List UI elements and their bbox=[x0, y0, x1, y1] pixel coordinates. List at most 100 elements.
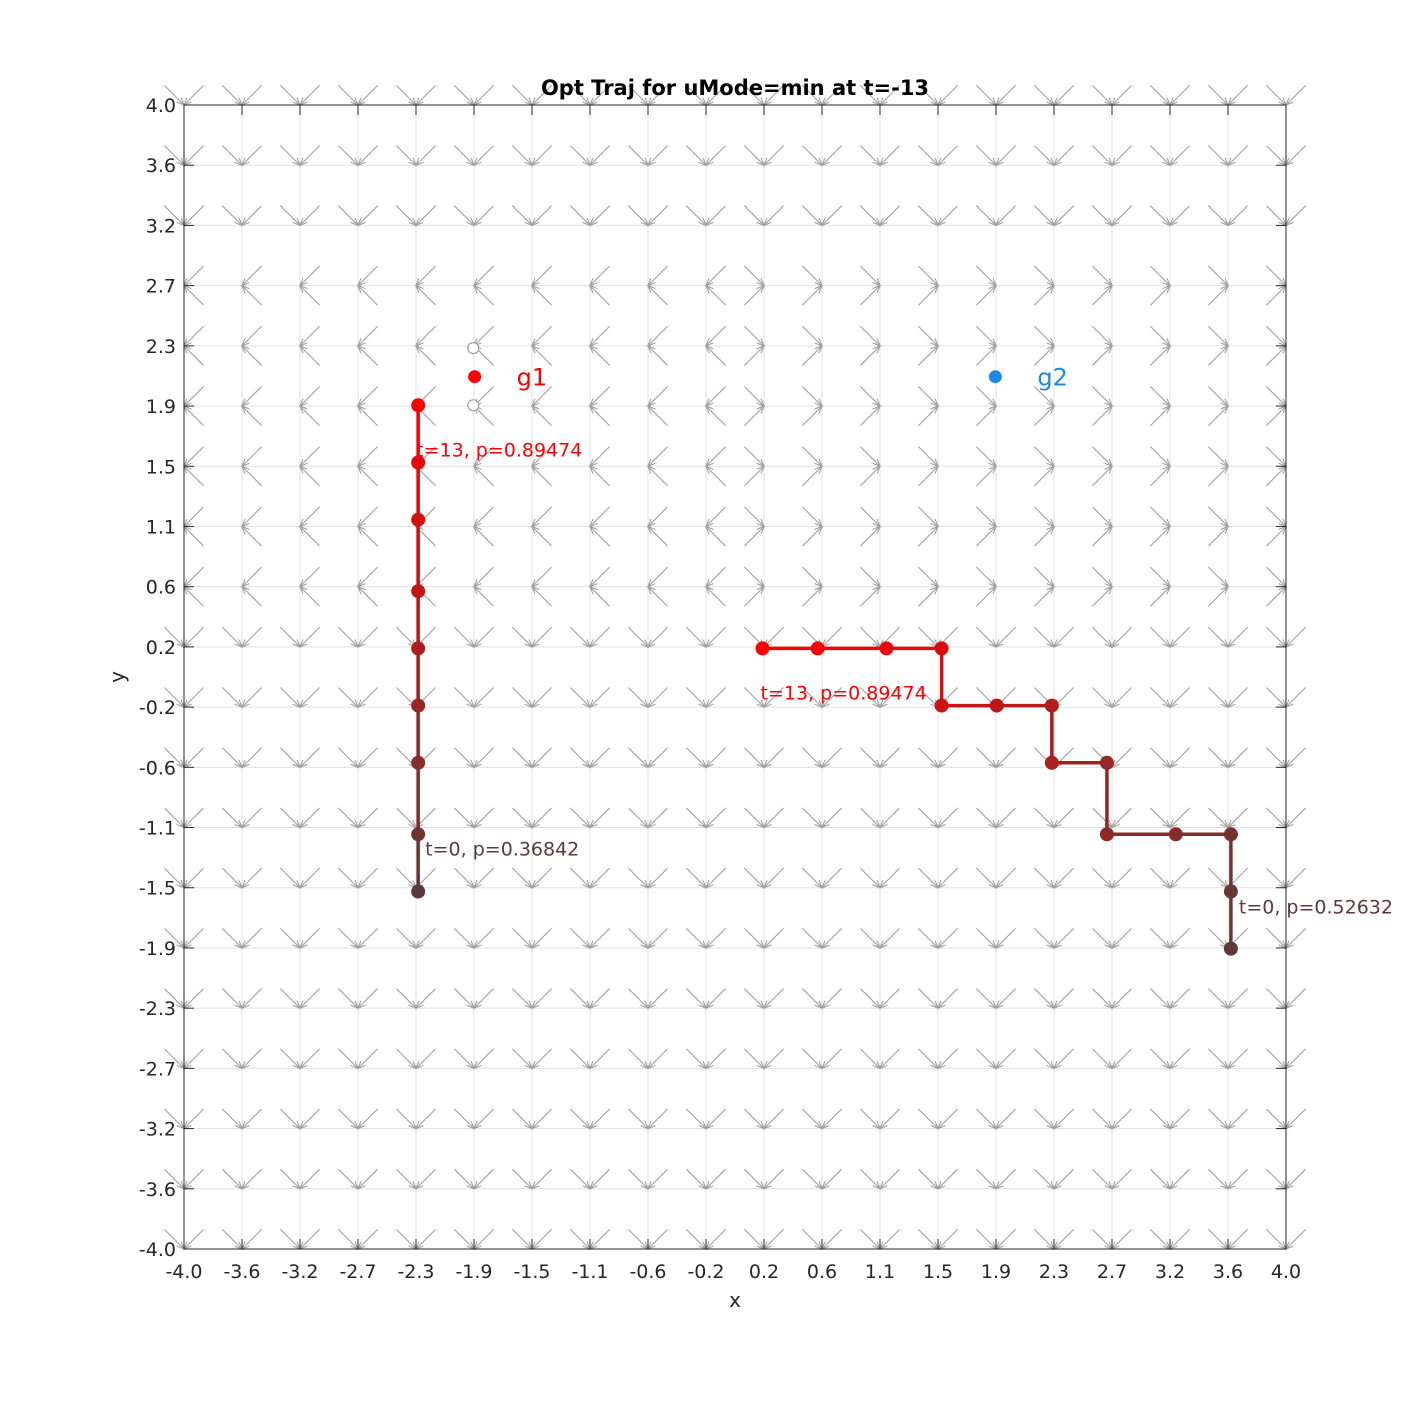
field-arrow bbox=[473, 988, 494, 1009]
trajectory-point bbox=[1168, 827, 1183, 842]
field-arrow bbox=[1285, 145, 1306, 166]
field-arrow bbox=[976, 85, 997, 106]
field-arrow-head bbox=[814, 579, 823, 588]
field-arrow-head bbox=[1227, 157, 1236, 167]
field-arrow bbox=[1034, 1108, 1055, 1129]
field-arrow-head bbox=[1162, 1000, 1171, 1010]
field-arrow-head bbox=[814, 699, 823, 709]
field-arrow bbox=[918, 145, 939, 166]
field-arrow bbox=[473, 1108, 494, 1129]
field-arrow-head bbox=[350, 639, 359, 648]
field-arrow-head bbox=[350, 1000, 359, 1010]
field-arrow-head bbox=[415, 157, 424, 167]
field-arrow bbox=[415, 205, 436, 226]
field-arrow bbox=[473, 285, 494, 306]
field-arrow bbox=[628, 927, 649, 949]
field-arrow bbox=[531, 1168, 552, 1190]
field-arrow bbox=[647, 1048, 668, 1069]
x-tick-label: -1.9 bbox=[455, 1261, 492, 1283]
field-arrow bbox=[512, 85, 533, 106]
field-arrow bbox=[415, 1229, 436, 1250]
field-arrow bbox=[879, 145, 900, 166]
field-arrow bbox=[1266, 386, 1287, 407]
field-arrow-head bbox=[988, 1060, 997, 1070]
field-arrow bbox=[222, 626, 243, 648]
field-arrow-head bbox=[408, 819, 417, 829]
field-arrow-head bbox=[473, 518, 482, 528]
field-arrow bbox=[647, 205, 668, 226]
field-arrow bbox=[802, 927, 823, 949]
field-arrow bbox=[705, 506, 726, 527]
field-arrow-head bbox=[1104, 1060, 1113, 1070]
field-arrow-head bbox=[1162, 458, 1171, 468]
field-arrow bbox=[183, 265, 204, 287]
field-arrow bbox=[647, 927, 668, 949]
field-arrow bbox=[976, 526, 997, 547]
trajectory-point bbox=[411, 755, 426, 770]
field-arrow bbox=[647, 687, 668, 708]
field-arrow bbox=[1266, 465, 1287, 487]
field-arrow bbox=[1150, 1048, 1171, 1069]
field-arrow bbox=[570, 1108, 591, 1129]
field-arrow bbox=[299, 687, 320, 708]
field-arrow bbox=[1227, 687, 1248, 708]
field-arrow-head bbox=[1046, 1000, 1055, 1010]
field-arrow-head bbox=[756, 518, 765, 528]
field-arrow-head bbox=[705, 157, 714, 167]
field-arrow-head bbox=[589, 157, 598, 167]
field-arrow-head bbox=[988, 458, 997, 468]
field-arrow bbox=[860, 345, 881, 366]
field-arrow-head bbox=[1104, 338, 1113, 347]
field-arrow bbox=[164, 1168, 185, 1190]
field-arrow bbox=[589, 145, 610, 166]
field-arrow bbox=[976, 265, 997, 287]
field-arrow bbox=[686, 988, 707, 1009]
y-tick-label: 2.3 bbox=[146, 336, 176, 358]
field-arrow bbox=[647, 586, 668, 607]
field-arrow bbox=[995, 205, 1016, 226]
field-arrow bbox=[241, 747, 262, 768]
field-arrow bbox=[976, 566, 997, 588]
field-arrow bbox=[241, 988, 262, 1009]
trajectory-point bbox=[1223, 941, 1238, 956]
field-arrow bbox=[1034, 265, 1055, 287]
field-arrow bbox=[763, 205, 784, 226]
field-arrow bbox=[860, 988, 881, 1009]
field-arrow bbox=[570, 1229, 591, 1250]
field-arrow bbox=[241, 1048, 262, 1069]
field-arrow bbox=[589, 325, 610, 347]
field-arrow bbox=[879, 205, 900, 226]
field-arrow-head bbox=[292, 940, 301, 949]
field-arrow bbox=[531, 85, 552, 106]
field-arrow bbox=[338, 85, 359, 106]
field-arrow bbox=[705, 566, 726, 588]
field-arrow bbox=[937, 867, 958, 889]
field-arrow bbox=[357, 566, 378, 588]
field-arrow-head bbox=[930, 518, 939, 528]
field-arrow bbox=[821, 927, 842, 949]
field-arrow bbox=[222, 205, 243, 226]
field-arrow bbox=[821, 1229, 842, 1250]
field-arrow-head bbox=[350, 1181, 359, 1190]
field-arrow-head bbox=[821, 217, 830, 227]
field-arrow bbox=[241, 405, 262, 427]
field-arrow bbox=[860, 465, 881, 487]
field-arrow bbox=[802, 1168, 823, 1190]
field-arrow-head bbox=[582, 880, 591, 889]
field-arrow bbox=[860, 927, 881, 949]
field-arrow bbox=[531, 927, 552, 949]
field-arrow bbox=[454, 687, 475, 708]
field-arrow bbox=[937, 927, 958, 949]
field-arrow bbox=[589, 205, 610, 226]
field-arrow-head bbox=[1046, 579, 1055, 588]
field-arrow bbox=[1034, 1048, 1055, 1069]
field-arrow bbox=[1208, 145, 1229, 166]
field-arrow bbox=[1034, 506, 1055, 527]
field-arrow bbox=[531, 1229, 552, 1250]
field-arrow bbox=[860, 205, 881, 226]
field-arrow bbox=[1150, 506, 1171, 527]
field-arrow bbox=[1053, 145, 1074, 166]
field-arrow-head bbox=[524, 1120, 533, 1130]
field-arrow bbox=[473, 867, 494, 889]
